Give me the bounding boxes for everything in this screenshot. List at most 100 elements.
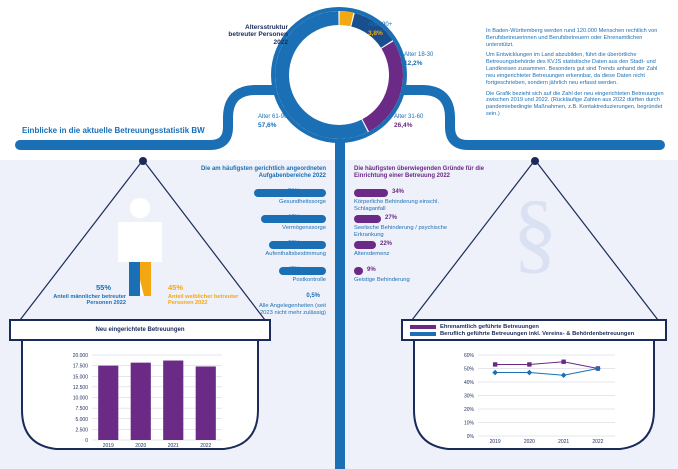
- bar: [195, 366, 216, 440]
- legend-label-honorary: Ehrenamtlich geführte Betreuungen: [440, 324, 539, 330]
- paragraph-icon: §: [513, 183, 558, 282]
- male-share-label: Anteil männlicher betreuter Personen 202…: [53, 294, 126, 307]
- series-point: [492, 362, 498, 367]
- y-tick-label: 5.000: [75, 417, 88, 423]
- bar-label: Altersdemenz: [354, 251, 390, 257]
- new-cases-chart-title: Neu eingerichtete Betreuungen: [95, 327, 185, 333]
- donut-hole: [290, 26, 388, 124]
- bar: [354, 241, 376, 249]
- age-chart-title: Altersstruktur betreuter Personen 2022: [228, 24, 288, 46]
- age-label-31-60: Alter 31-60: [394, 114, 424, 120]
- age-label-90: Alter 90+: [368, 22, 393, 28]
- right-hook: [531, 157, 539, 165]
- legend-item-professional: Beruflich geführte Betreuungen inkl. Ver…: [410, 331, 662, 337]
- male-share-value: 55%: [96, 283, 112, 292]
- age-value-18-30: 12,2%: [404, 60, 423, 67]
- tasks-chart-title: Die am häufigsten gerichtlich angeordnet…: [200, 166, 326, 179]
- x-tick-label: 2021: [168, 443, 179, 449]
- series-point: [560, 372, 567, 379]
- reasons-chart-title: Die häufigsten überwiegenden Gründe für …: [354, 166, 485, 179]
- y-tick-label: 7.500: [75, 406, 88, 412]
- donut-slice: [362, 41, 403, 132]
- bar-label: Seelische Behinderung / psychische Erkra…: [354, 225, 448, 238]
- series-point: [561, 359, 566, 364]
- y-tick-label: 60%: [464, 353, 475, 359]
- bar-label: Aufenthaltsbestimmung: [265, 251, 326, 257]
- donut-slice: [339, 11, 354, 27]
- bar-label: Alle Angelegenheiten (seit 2023 nicht me…: [258, 303, 326, 316]
- series-point: [595, 365, 601, 372]
- age-value-61-90: 57,6%: [258, 122, 277, 129]
- bar-value: 0,5%: [306, 293, 320, 299]
- bar: [354, 267, 363, 275]
- left-hook: [139, 157, 147, 165]
- scale-pole: [335, 130, 345, 469]
- x-tick-label: 2022: [592, 439, 603, 445]
- bar: [354, 189, 388, 197]
- series-line: [495, 361, 598, 369]
- donut-slice: [274, 11, 368, 140]
- donut-slice: [351, 12, 393, 48]
- x-tick-label: 2019: [490, 439, 501, 445]
- bar: [279, 267, 326, 275]
- y-tick-label: 12.500: [73, 385, 89, 391]
- age-value-90: 3,8%: [368, 30, 383, 37]
- age-value-31-60: 26,4%: [394, 122, 413, 129]
- y-tick-label: 40%: [464, 380, 475, 386]
- y-tick-label: 10.000: [73, 396, 89, 402]
- bar-value: 22%: [380, 241, 393, 247]
- intro-text: In Baden-Württemberg werden rund 120.000…: [486, 28, 666, 118]
- intro-paragraph-3: Die Grafik bezieht sich auf die Zahl der…: [486, 90, 664, 117]
- x-tick-label: 2022: [200, 443, 211, 449]
- age-label-61-90: Alter 61-90: [258, 114, 288, 120]
- y-tick-label: 17.500: [73, 364, 89, 370]
- scale-beam: [15, 85, 665, 150]
- bar-label: Körperliche Behinderung einschl. Schlaga…: [354, 199, 440, 212]
- share-legend: Ehrenamtlich geführte Betreuungen Berufl…: [410, 324, 662, 337]
- series-point: [527, 362, 532, 367]
- bar-value: 65%: [287, 215, 300, 221]
- age-label-18-30: Alter 18-30: [404, 52, 434, 58]
- x-tick-label: 2019: [103, 443, 114, 449]
- legend-item-honorary: Ehrenamtlich geführte Betreuungen: [410, 324, 662, 330]
- right-string-l: [411, 159, 536, 321]
- legend-swatch-honorary: [410, 325, 436, 329]
- y-tick-label: 0: [85, 438, 88, 444]
- female-share-value: 45%: [168, 283, 184, 292]
- right-string-r: [534, 159, 659, 321]
- series-point: [526, 369, 533, 376]
- bar: [261, 215, 326, 223]
- x-tick-label: 2020: [135, 443, 146, 449]
- female-share-label: Anteil weiblicher betreuter Personen 202…: [168, 294, 239, 307]
- left-string-r: [142, 159, 266, 321]
- legend-label-professional: Beruflich geführte Betreuungen inkl. Ver…: [440, 331, 635, 337]
- bar: [163, 360, 184, 440]
- bar-value: 34%: [392, 189, 405, 195]
- series-line: [495, 368, 598, 376]
- bar: [254, 189, 326, 197]
- y-tick-label: 10%: [464, 421, 475, 427]
- bar: [98, 365, 119, 440]
- y-tick-label: 20.000: [73, 353, 89, 359]
- y-tick-label: 50%: [464, 367, 475, 373]
- bar: [269, 241, 326, 249]
- y-tick-label: 30%: [464, 394, 475, 400]
- x-tick-label: 2021: [558, 439, 569, 445]
- bar-label: Vermögenssorge: [282, 225, 326, 231]
- bar-value: 9%: [367, 267, 376, 273]
- y-tick-label: 2.500: [75, 427, 88, 433]
- bar-label: Gesundheitssorge: [278, 199, 326, 205]
- x-tick-label: 2020: [524, 439, 535, 445]
- bar-value: 47%: [287, 267, 300, 273]
- y-tick-label: 0%: [467, 434, 475, 440]
- section-title: Einblicke in die aktuelle Betreuungsstat…: [22, 126, 205, 135]
- left-string-l: [19, 159, 144, 321]
- bar-label: Postkontrolle: [292, 277, 326, 283]
- y-tick-label: 15.000: [73, 374, 89, 380]
- series-point: [492, 369, 498, 376]
- intro-paragraph-2: Um Entwicklungen im Land abzubilden, füh…: [486, 52, 658, 86]
- intro-paragraph-1: In Baden-Württemberg werden rund 120.000…: [486, 28, 658, 48]
